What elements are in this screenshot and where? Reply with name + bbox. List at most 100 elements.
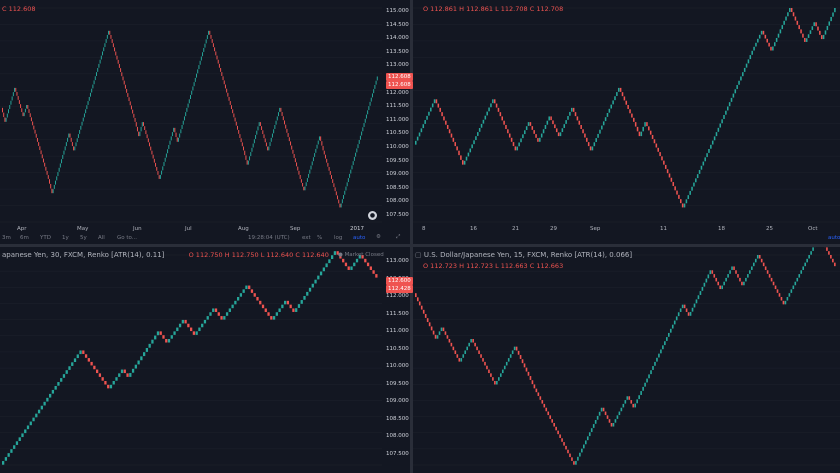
renko-brick-up — [796, 277, 799, 282]
renko-brick-down — [629, 109, 631, 114]
renko-brick-up — [660, 349, 662, 354]
renko-brick-down — [439, 107, 441, 112]
renko-brick-up — [185, 112, 187, 117]
renko-brick-up — [565, 120, 567, 124]
renko-brick-down — [120, 68, 122, 73]
renko-brick-up — [79, 350, 82, 355]
renko-brick-down — [174, 127, 176, 133]
renko-brick-down — [770, 277, 773, 282]
renko-brick-down — [221, 72, 223, 76]
renko-brick-down — [212, 43, 214, 48]
renko-brick-up — [250, 152, 252, 157]
renko-brick-up — [598, 411, 601, 416]
renko-brick-down — [239, 134, 241, 138]
scroll-to-latest-icon[interactable]: ● — [368, 211, 377, 220]
renko-brick-up — [751, 50, 753, 55]
renko-brick-up — [272, 316, 276, 320]
renko-brick-up — [751, 266, 753, 270]
renko-brick-down — [634, 122, 637, 127]
range-toolbar-item[interactable]: 3m — [2, 235, 11, 241]
renko-brick-down — [218, 63, 220, 68]
renko-brick-down — [676, 190, 678, 195]
chart-pane-bottom-right[interactable]: ▢ U.S. Dollar/Japanese Yen, 15, FXCM, Re… — [413, 247, 840, 473]
renko-brick-up — [648, 374, 650, 379]
renko-brick-up — [781, 25, 784, 30]
pane-divider-vertical[interactable] — [410, 0, 413, 473]
renko-brick-up — [353, 156, 355, 161]
renko-brick-down — [112, 43, 114, 48]
chart-pane-top-right[interactable]: O 112.861 H 112.861 L 112.708 C 112.708 — [413, 0, 840, 244]
renko-brick-down — [369, 266, 372, 270]
settings-gear-icon[interactable]: ⚙ — [376, 234, 381, 240]
renko-brick-up — [492, 99, 494, 104]
renko-brick-up — [200, 56, 202, 61]
renko-brick-up — [376, 76, 378, 81]
price-axis-label: 112.000 — [386, 89, 409, 96]
renko-brick-down — [764, 34, 767, 39]
renko-brick-down — [127, 93, 129, 97]
renko-brick-down — [537, 392, 540, 396]
renko-brick-up — [706, 153, 708, 158]
renko-brick-up — [513, 346, 516, 351]
renko-brick-up — [308, 173, 310, 178]
renko-brick-down — [224, 84, 226, 89]
renko-brick-up — [333, 251, 337, 255]
renko-brick-down — [778, 293, 781, 297]
renko-brick-down — [458, 150, 460, 156]
renko-brick-up — [356, 148, 358, 153]
range-toolbar-item[interactable]: Go to... — [117, 235, 138, 241]
renko-brick-up — [118, 373, 121, 377]
range-toolbar-item[interactable]: All — [98, 235, 105, 241]
renko-brick-down — [454, 142, 457, 147]
renko-brick-down — [493, 99, 496, 104]
renko-brick-up — [726, 106, 729, 111]
renko-brick-up — [183, 116, 185, 121]
renko-brick-down — [619, 87, 622, 92]
renko-brick-up — [68, 366, 71, 370]
renko-brick-up — [773, 42, 776, 47]
renko-brick-down — [774, 285, 777, 290]
range-toolbar-item[interactable]: log — [334, 235, 343, 241]
renko-brick-up — [108, 30, 110, 35]
range-toolbar-item[interactable]: 19:28:04 (UTC) — [248, 235, 290, 241]
renko-brick-up — [728, 102, 731, 107]
range-toolbar-item[interactable]: 1y — [62, 235, 69, 241]
renko-chart-top-left[interactable] — [0, 0, 410, 244]
symbol-title[interactable]: U.S. Dollar/Japanese Yen, 15, FXCM, Renk… — [423, 251, 633, 259]
renko-brick-down — [657, 147, 659, 152]
range-toolbar-item[interactable]: ext — [302, 235, 311, 241]
pane-divider-horizontal[interactable] — [0, 244, 840, 247]
renko-brick-down — [741, 281, 743, 286]
renko-brick-up — [328, 259, 331, 264]
symbol-title[interactable]: apanese Yen, 30, FXCM, Renko [ATR(14), 0… — [2, 251, 165, 259]
renko-brick-down — [448, 129, 451, 134]
renko-brick-down — [240, 138, 242, 143]
renko-brick-down — [826, 247, 828, 251]
chart-pane-top-left[interactable]: C 112.608 — [0, 0, 410, 244]
fullscreen-icon[interactable]: ⤢ — [396, 234, 401, 240]
range-toolbar-item[interactable]: YTD — [40, 235, 51, 241]
renko-brick-down — [456, 146, 458, 151]
renko-brick-down — [422, 309, 425, 314]
renko-brick-up — [237, 297, 240, 301]
renko-brick-up — [834, 8, 836, 13]
renko-brick-down — [527, 371, 530, 376]
renko-brick-up — [59, 163, 61, 168]
renko-chart-bottom-right[interactable] — [413, 247, 840, 473]
renko-brick-up — [29, 421, 32, 426]
range-toolbar-item[interactable]: 6m — [20, 235, 29, 241]
range-toolbar-item[interactable]: % — [317, 235, 323, 241]
renko-brick-down — [256, 297, 259, 301]
renko-brick-up — [305, 182, 307, 187]
renko-chart-top-right[interactable] — [413, 0, 840, 244]
renko-brick-down — [792, 12, 795, 17]
renko-chart-bottom-left[interactable] — [0, 247, 410, 473]
renko-brick-up — [176, 327, 179, 332]
renko-brick-up — [792, 285, 795, 290]
range-toolbar-item[interactable]: auto — [828, 235, 840, 241]
renko-brick-up — [5, 117, 7, 122]
range-toolbar-item[interactable]: 5y — [80, 235, 87, 241]
range-toolbar-item[interactable]: auto — [353, 235, 366, 241]
renko-brick-down — [535, 388, 538, 393]
chart-pane-bottom-left[interactable]: apanese Yen, 30, FXCM, Renko [ATR(14), 0… — [0, 247, 410, 473]
